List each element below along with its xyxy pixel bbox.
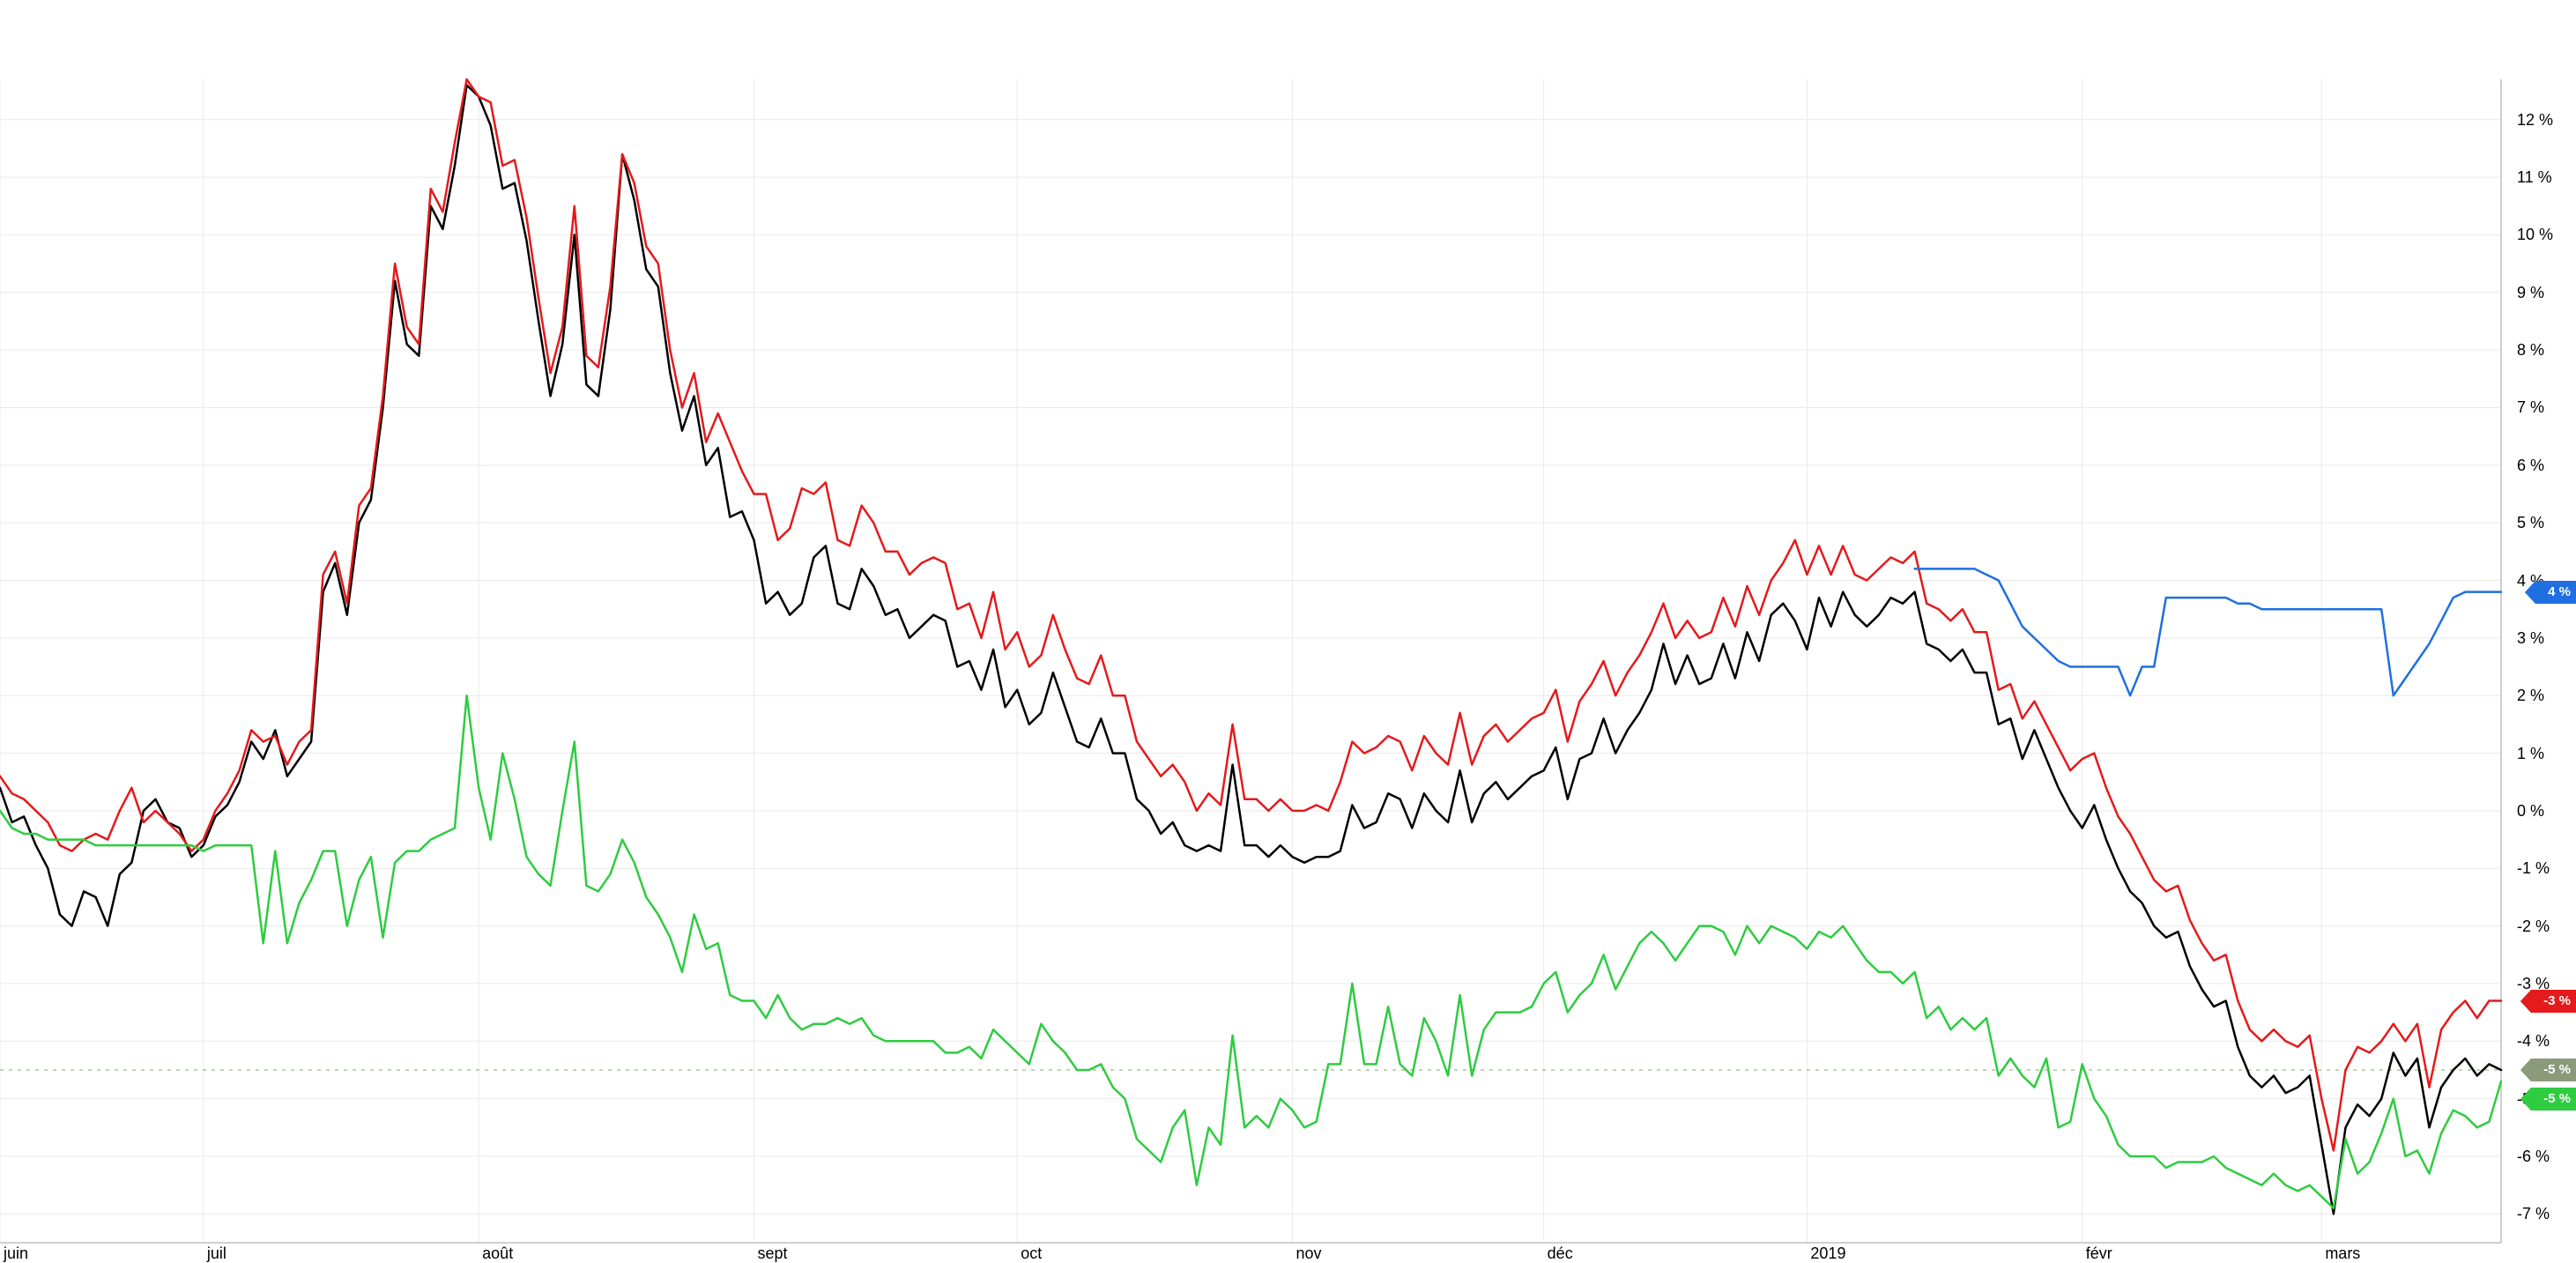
chart-container: EMAM19 | 06/06/2018-03/22/2019 | 1 Day E…	[0, 0, 2576, 1260]
price-badge: -3 %	[2531, 990, 2576, 1013]
y-tick-label: -6 %	[2517, 1148, 2550, 1166]
y-tick-label: 10 %	[2517, 226, 2553, 244]
chart-svg[interactable]	[0, 0, 2576, 1260]
y-tick-label: 2 %	[2517, 687, 2544, 705]
chart-plot[interactable]	[0, 0, 2576, 1260]
y-tick-label: 12 %	[2517, 111, 2553, 130]
y-tick-label: -2 %	[2517, 918, 2550, 936]
y-tick-label: 11 %	[2517, 168, 2552, 187]
price-badge: 4 %	[2535, 581, 2576, 604]
y-tick-label: -4 %	[2517, 1032, 2550, 1051]
y-tick-label: 6 %	[2517, 457, 2544, 475]
y-tick-label: -1 %	[2517, 859, 2550, 878]
y-tick-label: 0 %	[2517, 802, 2544, 821]
y-tick-label: 5 %	[2517, 514, 2544, 532]
price-badge: -5 %	[2531, 1088, 2576, 1111]
y-tick-label: 8 %	[2517, 341, 2544, 360]
y-tick-label: 7 %	[2517, 398, 2544, 417]
y-tick-label: 9 %	[2517, 284, 2544, 302]
price-badge: -5 %	[2531, 1059, 2576, 1081]
y-tick-label: -7 %	[2517, 1205, 2550, 1223]
y-tick-label: 3 %	[2517, 629, 2544, 648]
y-tick-label: 1 %	[2517, 745, 2544, 763]
